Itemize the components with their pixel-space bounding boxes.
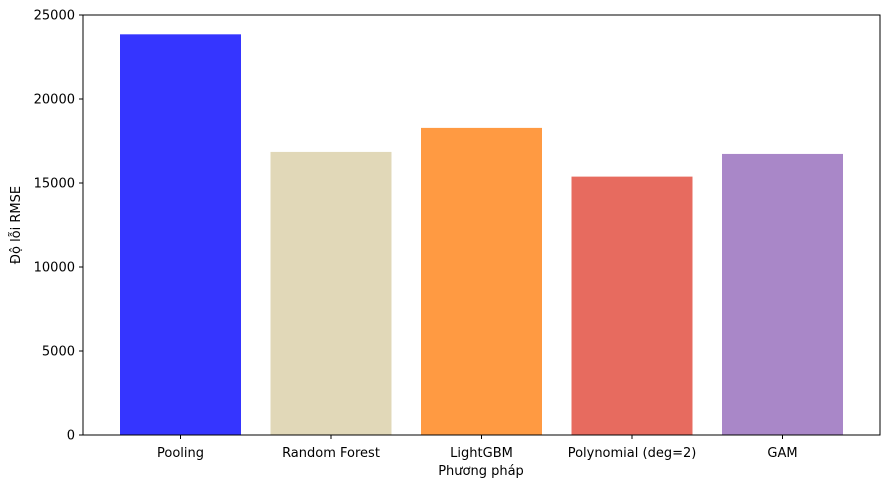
- x-tick-label: Random Forest: [282, 446, 380, 461]
- bar-3: [571, 176, 693, 435]
- x-axis-label: Phương pháp: [438, 464, 524, 479]
- bar-2: [421, 127, 542, 436]
- y-tick-label: 15000: [34, 177, 75, 192]
- y-tick-label: 0: [67, 429, 75, 444]
- x-tick-label: Pooling: [157, 446, 204, 461]
- x-tick-label: GAM: [767, 446, 797, 461]
- bar-0: [120, 34, 241, 435]
- y-axis: 0 5000 10000 15000 20000 25000: [34, 9, 83, 444]
- y-tick-label: 20000: [34, 93, 75, 108]
- bar-1: [270, 151, 392, 436]
- y-tick-label: 10000: [34, 261, 75, 276]
- plot-frame: [82, 14, 881, 436]
- bars-layer: [120, 34, 843, 436]
- y-tick-label: 5000: [42, 345, 75, 360]
- bar-4: [722, 153, 843, 435]
- x-axis: Pooling Random Forest LightGBM Polynomial (…: [157, 435, 798, 461]
- x-tick-label: LightGBM: [450, 446, 513, 461]
- y-axis-label: Độ lỗi RMSE: [9, 186, 24, 264]
- y-tick-label: 25000: [34, 9, 75, 24]
- x-tick-label: Polynomial (deg=2): [568, 446, 697, 461]
